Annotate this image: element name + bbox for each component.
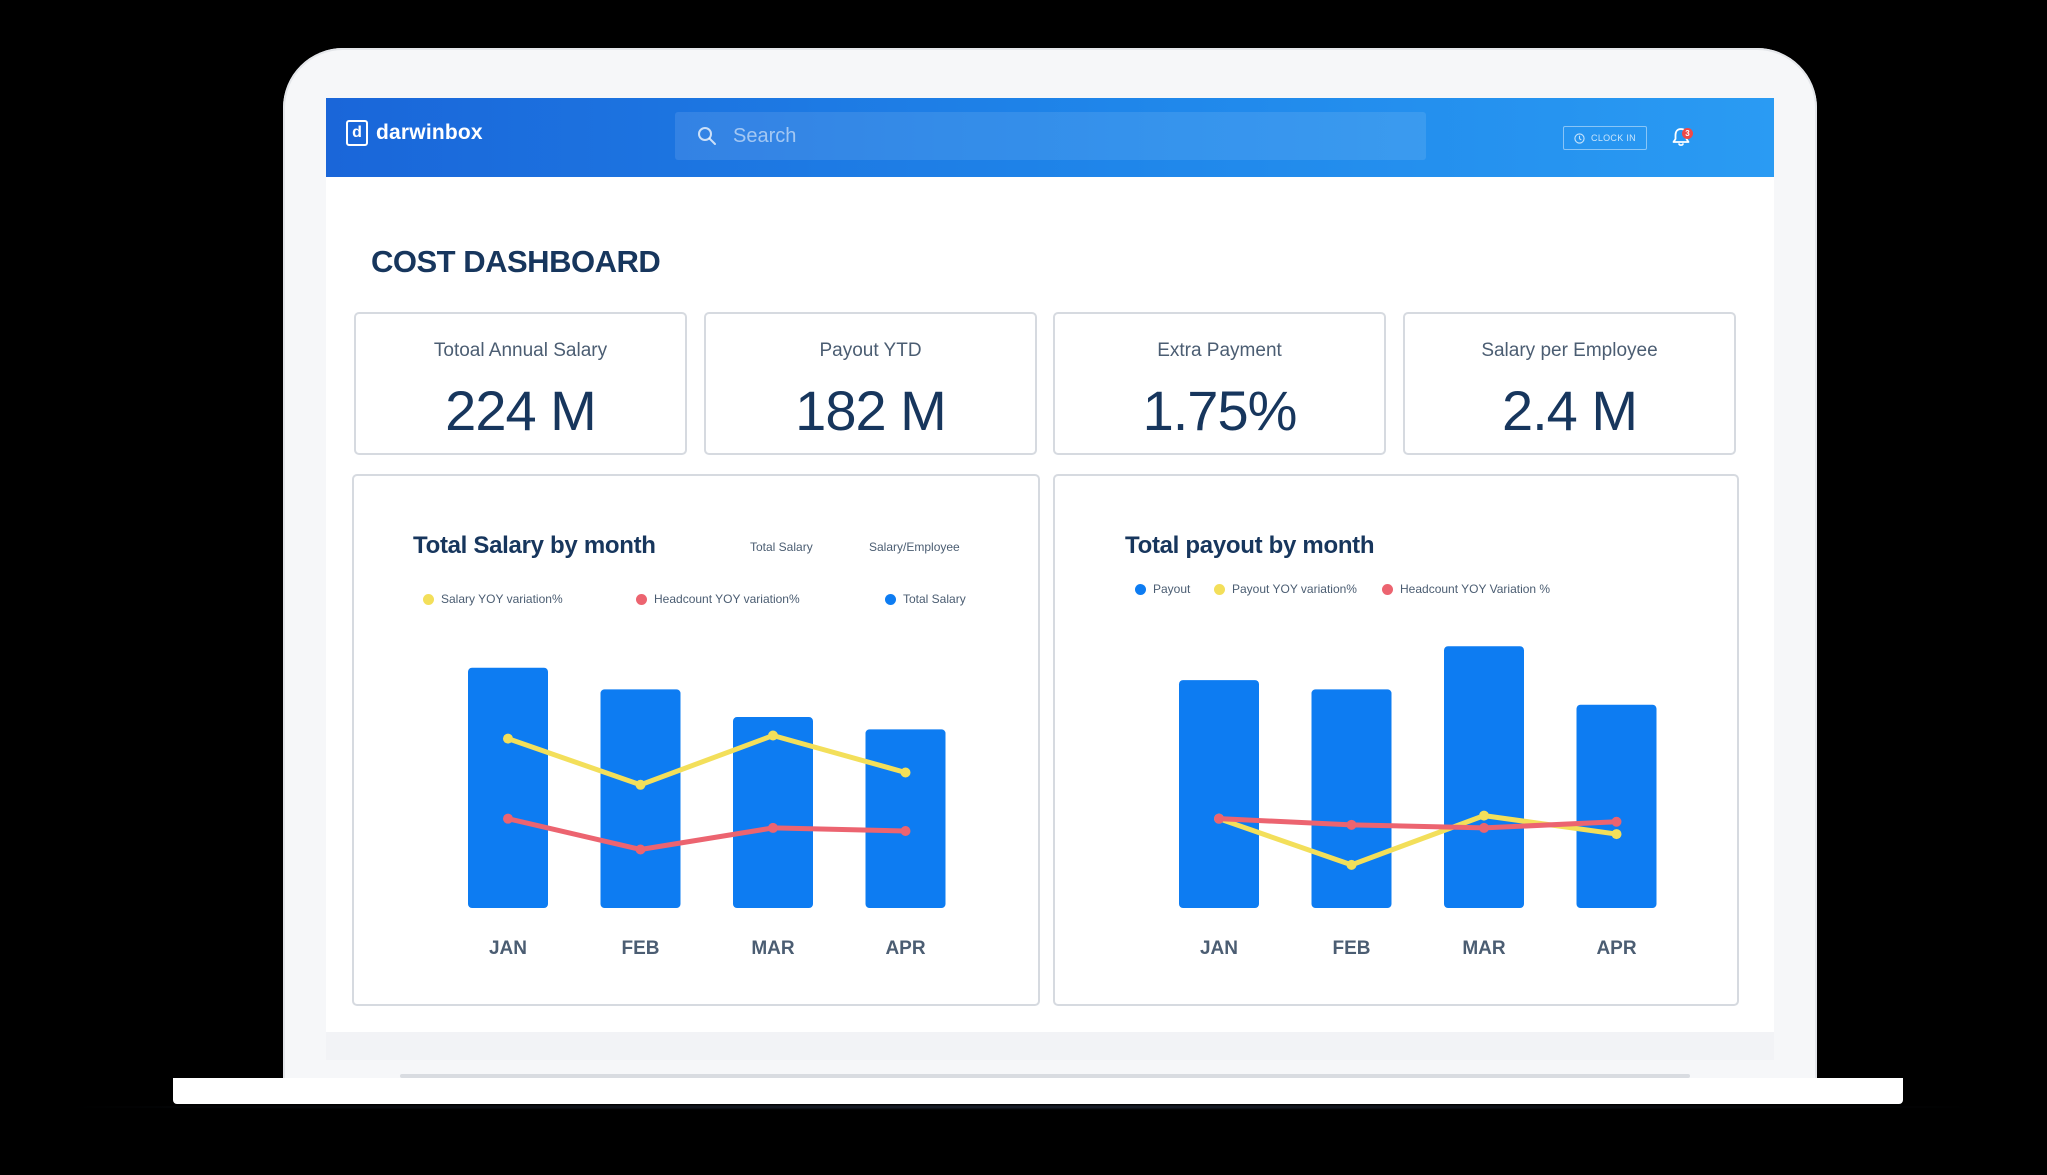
app-screen: d darwinbox CLOCK IN (326, 98, 1774, 1032)
series-point (503, 813, 513, 824)
legend-payout: Payout (1135, 582, 1190, 596)
bar-mar (1444, 646, 1524, 908)
clock-icon (1574, 132, 1585, 144)
series-line-yellow (505, 733, 908, 788)
legend-label: Salary YOY variation% (441, 592, 563, 606)
chart-title: Total Salary by month (413, 532, 656, 559)
bar-apr (865, 729, 946, 908)
top-navigation-bar: d darwinbox CLOCK IN (326, 98, 1774, 177)
kpi-value: 2.4 M (1501, 379, 1638, 442)
legend-headcount-yoy: Headcount YOY variation% (636, 592, 800, 606)
legend-payout-yoy: Payout YOY variation% (1214, 582, 1357, 596)
series-point (900, 826, 911, 836)
notification-count-badge: 3 (1682, 128, 1693, 139)
x-axis-label: APR (1596, 938, 1636, 959)
page-title: COST DASHBOARD (371, 244, 661, 279)
kpi-label: Extra Payment (1157, 340, 1282, 361)
x-axis-label: FEB (622, 938, 660, 959)
kpi-value: 224 M (445, 379, 597, 442)
series-line-red (505, 816, 908, 852)
clock-in-button[interactable]: CLOCK IN (1563, 126, 1647, 150)
kpi-card-extra-payment[interactable]: Extra Payment 1.75% (1053, 312, 1386, 455)
notification-button[interactable]: 3 (1670, 126, 1694, 150)
series-line-red (1216, 816, 1619, 831)
series-point (635, 844, 646, 855)
clock-in-label: CLOCK IN (1591, 133, 1636, 143)
series-point (900, 767, 911, 778)
x-axis-label: MAR (1462, 938, 1506, 959)
kpi-label: Salary per Employee (1481, 340, 1658, 361)
series-point (1346, 859, 1357, 870)
total-salary-panel: Total Salary by month Total Salary Salar… (352, 474, 1040, 1006)
series-point (1214, 813, 1224, 824)
bar-feb (600, 689, 681, 908)
legend-label: Payout (1153, 582, 1191, 596)
total-salary-chart: JAN FEB MAR APR (468, 667, 946, 959)
legend-dot-yellow (423, 593, 434, 605)
laptop-base (173, 1078, 1903, 1104)
series-point (503, 733, 513, 744)
total-payout-chart: JAN FEB MAR APR (1179, 646, 1657, 959)
bar-jan (468, 667, 548, 908)
legend-label: Headcount YOY Variation % (1400, 582, 1551, 596)
legend-dot-red (1382, 583, 1393, 595)
tab-total-salary[interactable]: Total Salary (750, 540, 813, 554)
tab-salary-per-employee[interactable]: Salary/Employee (869, 540, 960, 554)
chart-title: Total payout by month (1125, 532, 1375, 559)
kpi-value: 182 M (795, 379, 947, 442)
search-input[interactable] (731, 123, 1335, 149)
kpi-card-salary-per-employee[interactable]: Salary per Employee 2.4 M (1403, 312, 1736, 455)
legend-label: Total Salary (903, 592, 966, 606)
screen-bottom-strip (326, 1032, 1774, 1060)
series-point (768, 822, 778, 833)
legend-salary-yoy: Salary YOY variation% (423, 592, 563, 606)
kpi-card-payout-ytd[interactable]: Payout YTD 182 M (704, 312, 1037, 455)
x-axis-label: APR (885, 938, 925, 959)
kpi-label: Payout YTD (819, 340, 922, 361)
search-bar[interactable] (675, 112, 1426, 160)
legend-dot-blue (1135, 583, 1146, 595)
x-axis-label: MAR (751, 938, 795, 959)
brand-logo[interactable]: d darwinbox (346, 120, 483, 146)
bar-jan (1179, 680, 1259, 908)
legend-dot-red (636, 593, 647, 605)
series-point (1479, 810, 1489, 821)
total-payout-panel: Total payout by month Payout Payout YOY … (1053, 474, 1739, 1006)
kpi-value: 1.75% (1142, 379, 1298, 442)
laptop-shadow (40, 1104, 2006, 1110)
series-point (1611, 816, 1622, 827)
bar-feb (1311, 689, 1392, 908)
brand-name: darwinbox (376, 121, 483, 144)
x-axis-label: FEB (1333, 938, 1371, 959)
legend-headcount-yoy: Headcount YOY Variation % (1382, 582, 1550, 596)
bar-mar (733, 717, 813, 908)
legend-dot-blue (885, 593, 896, 605)
series-point (1346, 819, 1357, 830)
series-point (768, 730, 778, 741)
x-axis-label: JAN (1200, 938, 1238, 959)
legend-total-salary: Total Salary (885, 592, 966, 606)
legend-label: Headcount YOY variation% (654, 592, 800, 606)
kpi-card-total-annual-salary[interactable]: Totoal Annual Salary 224 M (354, 312, 687, 455)
legend-label: Payout YOY variation% (1232, 582, 1357, 596)
laptop-base-groove (400, 1074, 1690, 1078)
legend-dot-yellow (1214, 583, 1225, 595)
series-point (635, 779, 646, 790)
series-point (1479, 822, 1489, 833)
series-point (1611, 829, 1622, 840)
bar-apr (1576, 704, 1657, 908)
x-axis-label: JAN (489, 938, 527, 959)
kpi-label: Totoal Annual Salary (433, 340, 608, 361)
search-icon (697, 126, 717, 146)
darwinbox-logo-icon: d (346, 120, 368, 146)
